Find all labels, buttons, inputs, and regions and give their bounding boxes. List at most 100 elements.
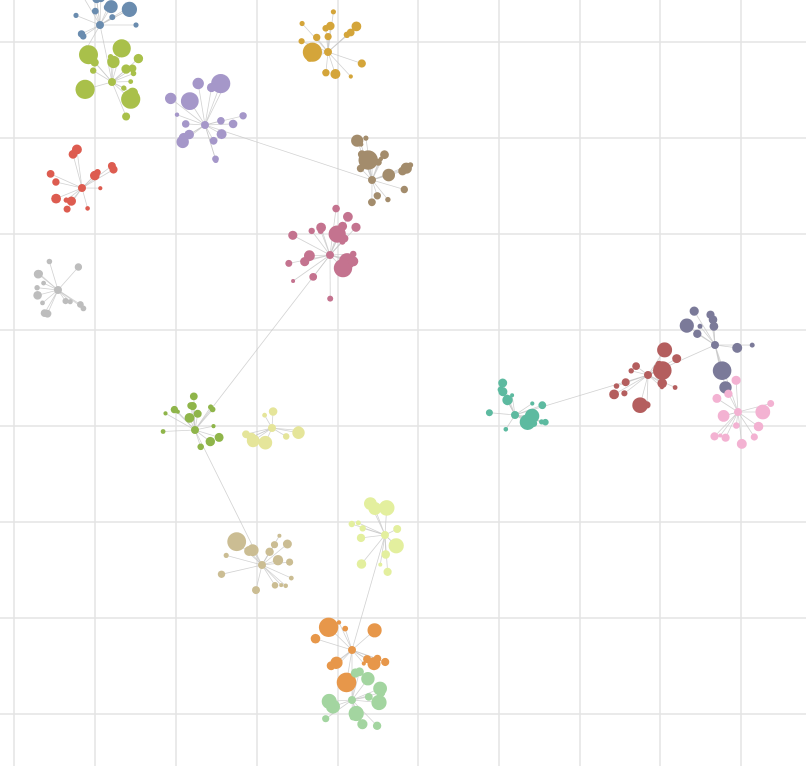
edge [693, 310, 716, 346]
node [767, 400, 775, 407]
node [96, 21, 104, 29]
node [753, 421, 764, 432]
node [502, 394, 513, 406]
node [308, 227, 315, 235]
edge [358, 522, 386, 536]
node [184, 413, 195, 423]
edge [338, 622, 353, 651]
node [34, 285, 40, 291]
edge [351, 534, 386, 651]
node [327, 295, 334, 302]
node [239, 112, 247, 120]
node [197, 443, 204, 451]
node [107, 162, 116, 170]
node [330, 69, 341, 79]
node [191, 426, 199, 434]
node [643, 401, 651, 409]
edge [351, 699, 378, 727]
node [51, 193, 61, 204]
node [300, 257, 310, 267]
node [348, 705, 364, 722]
edge [99, 24, 113, 83]
node [324, 48, 332, 56]
edge [327, 11, 334, 53]
node [192, 77, 204, 90]
node [262, 412, 267, 418]
node [373, 192, 381, 200]
node [498, 378, 508, 388]
node [75, 79, 95, 99]
edge [261, 564, 282, 586]
edge [204, 124, 373, 181]
edge [86, 24, 101, 49]
node [214, 432, 224, 442]
node [693, 329, 702, 338]
edge [371, 179, 389, 200]
node [716, 366, 725, 375]
edge [292, 254, 331, 282]
node [277, 533, 282, 538]
edge [737, 403, 771, 413]
node [363, 135, 369, 141]
node [510, 393, 515, 398]
node [62, 298, 69, 305]
node [108, 78, 116, 86]
node [542, 418, 549, 426]
edge [311, 230, 331, 256]
node [291, 279, 296, 283]
node [373, 654, 382, 663]
node [724, 389, 733, 398]
node [378, 562, 383, 567]
node [283, 583, 289, 589]
node [298, 38, 305, 45]
edge [96, 0, 101, 26]
node [653, 361, 672, 380]
node [306, 54, 314, 62]
node [356, 559, 367, 569]
node [351, 21, 362, 32]
node [398, 166, 407, 176]
node [358, 150, 378, 170]
edge [327, 51, 352, 77]
node [672, 354, 682, 364]
edge [204, 123, 234, 126]
node [330, 9, 336, 15]
edge [261, 543, 288, 566]
node [258, 435, 273, 450]
edge [165, 413, 196, 431]
node [112, 39, 131, 58]
node [628, 368, 634, 374]
node [330, 656, 343, 669]
node [679, 318, 694, 333]
node [749, 342, 755, 348]
edge [261, 564, 286, 587]
node [355, 520, 361, 526]
node [107, 54, 114, 60]
node [217, 117, 225, 125]
edge [371, 179, 405, 190]
node [133, 22, 139, 28]
node [736, 438, 747, 449]
node [712, 393, 722, 403]
node [393, 525, 402, 533]
node [288, 575, 294, 581]
node [657, 378, 667, 389]
node [367, 623, 382, 638]
node [621, 390, 628, 397]
node [127, 3, 134, 10]
node [326, 251, 334, 259]
edge [725, 411, 739, 438]
node [348, 256, 359, 267]
node [242, 430, 250, 439]
node [336, 620, 342, 625]
node [361, 672, 375, 686]
edge [57, 266, 79, 291]
edge [714, 411, 739, 437]
edge [737, 411, 743, 444]
node [706, 310, 715, 319]
node [348, 646, 356, 654]
node [385, 196, 391, 203]
node [721, 433, 730, 442]
node [97, 0, 105, 3]
node [90, 67, 97, 74]
